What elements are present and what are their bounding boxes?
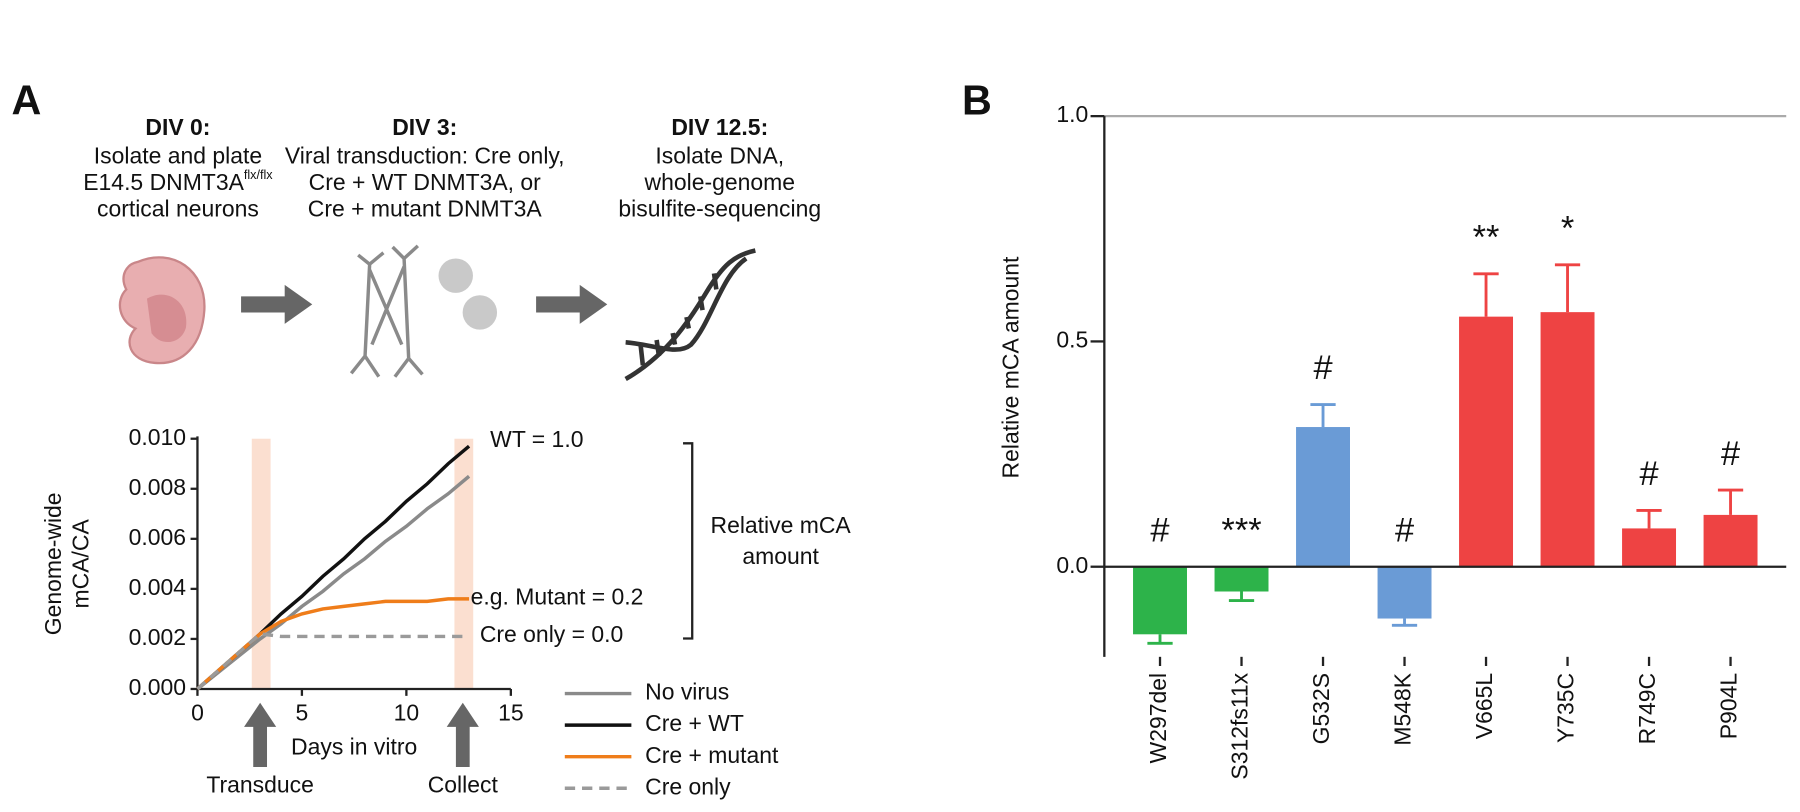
y-tick-label: 0.006 <box>129 524 186 550</box>
x-tick-label: 15 <box>498 699 524 725</box>
y-tick-label: 0.008 <box>129 474 186 500</box>
step-text: whole-genome <box>644 169 795 195</box>
highlight-band <box>454 438 474 689</box>
annotation: WT = 1.0 <box>490 426 583 452</box>
x-tick-label: V665L <box>1471 673 1497 739</box>
bar <box>1133 566 1187 635</box>
bar <box>1540 312 1595 567</box>
step-title: DIV 3: <box>392 114 457 140</box>
step-text: bisulfite-sequencing <box>618 195 821 221</box>
neuron-icon <box>349 244 424 378</box>
legend-label: Cre + WT <box>645 710 744 736</box>
series-line <box>196 597 470 691</box>
bar <box>1214 566 1269 592</box>
y-tick-label: 0.5 <box>1056 326 1088 352</box>
series-line <box>196 444 471 691</box>
x-tick-label: R749C <box>1634 673 1660 744</box>
event-label: Collect <box>428 772 499 798</box>
event-label: Transduce <box>206 772 314 798</box>
significance-label: ** <box>1473 218 1500 256</box>
step-text: Cre + mutant DNMT3A <box>308 195 543 221</box>
bracket-label: amount <box>742 543 819 569</box>
annotation: Cre only = 0.0 <box>480 621 623 647</box>
highlight-band <box>251 438 271 689</box>
x-tick-label: Y735C <box>1553 673 1579 743</box>
step-text: Isolate and plate <box>94 143 262 169</box>
bracket-label: Relative mCA <box>711 512 852 538</box>
x-tick-label: W297del <box>1145 673 1171 764</box>
x-tick-label: P904L <box>1716 673 1742 739</box>
step-title: DIV 0: <box>145 114 210 140</box>
bar <box>1703 514 1758 567</box>
step-text: Isolate DNA, <box>655 143 784 169</box>
x-axis-label: Days in vitro <box>291 734 417 760</box>
x-tick-label: M548K <box>1390 672 1416 745</box>
embryo-icon <box>118 256 206 365</box>
y-axis-label: Genome-wide <box>40 492 66 635</box>
series-line <box>196 632 470 691</box>
bar <box>1622 528 1677 567</box>
bar <box>1296 427 1350 567</box>
significance-label: # <box>1639 455 1658 493</box>
step-text: Cre + WT DNMT3A, or <box>309 169 542 195</box>
y-tick-label: 0.004 <box>129 574 187 600</box>
y-tick-label: 0.0 <box>1056 552 1088 578</box>
step-text: E14.5 DNMT3A <box>83 169 244 195</box>
significance-label: # <box>1395 511 1414 549</box>
significance-label: # <box>1150 511 1169 549</box>
legend-label: No virus <box>645 679 729 705</box>
superscript: flx/flx <box>244 168 273 182</box>
virus-icon <box>438 258 498 330</box>
significance-label: # <box>1721 435 1740 473</box>
x-tick-label: G532S <box>1308 673 1334 744</box>
bar <box>1459 316 1514 567</box>
legend-label: Cre only <box>645 773 731 799</box>
significance-label: * <box>1561 209 1574 247</box>
step-arrow <box>241 284 313 324</box>
y-tick-label: 1.0 <box>1056 101 1088 127</box>
dna-icon <box>624 248 756 382</box>
x-tick-label: 10 <box>394 699 420 725</box>
x-tick-label: 5 <box>296 699 309 725</box>
panel-label: A <box>11 77 41 123</box>
bracket <box>683 442 694 640</box>
y-axis-label: Relative mCA amount <box>998 256 1024 478</box>
significance-label: *** <box>1221 511 1261 549</box>
y-tick-label: 0.002 <box>129 624 186 650</box>
x-tick-label: S312fs11x <box>1227 672 1253 779</box>
event-arrow <box>446 702 479 768</box>
step-text: E14.5 DNMT3Aflx/flx <box>83 168 273 195</box>
event-arrow <box>244 702 277 768</box>
bar <box>1377 566 1432 619</box>
step-title: DIV 12.5: <box>671 114 768 140</box>
significance-label: # <box>1313 349 1332 387</box>
y-axis-label: mCA/CA <box>68 519 94 609</box>
y-tick-label: 0.000 <box>129 674 186 700</box>
y-tick-label: 0.010 <box>129 424 186 450</box>
step-text: cortical neurons <box>97 195 259 221</box>
legend-label: Cre + mutant <box>645 742 779 768</box>
panel-label: B <box>962 77 992 123</box>
series-line <box>196 474 471 691</box>
step-arrow <box>536 284 608 324</box>
annotation: e.g. Mutant = 0.2 <box>471 583 644 609</box>
x-tick-label: 0 <box>191 699 204 725</box>
step-text: Viral transduction: Cre only, <box>285 143 565 169</box>
